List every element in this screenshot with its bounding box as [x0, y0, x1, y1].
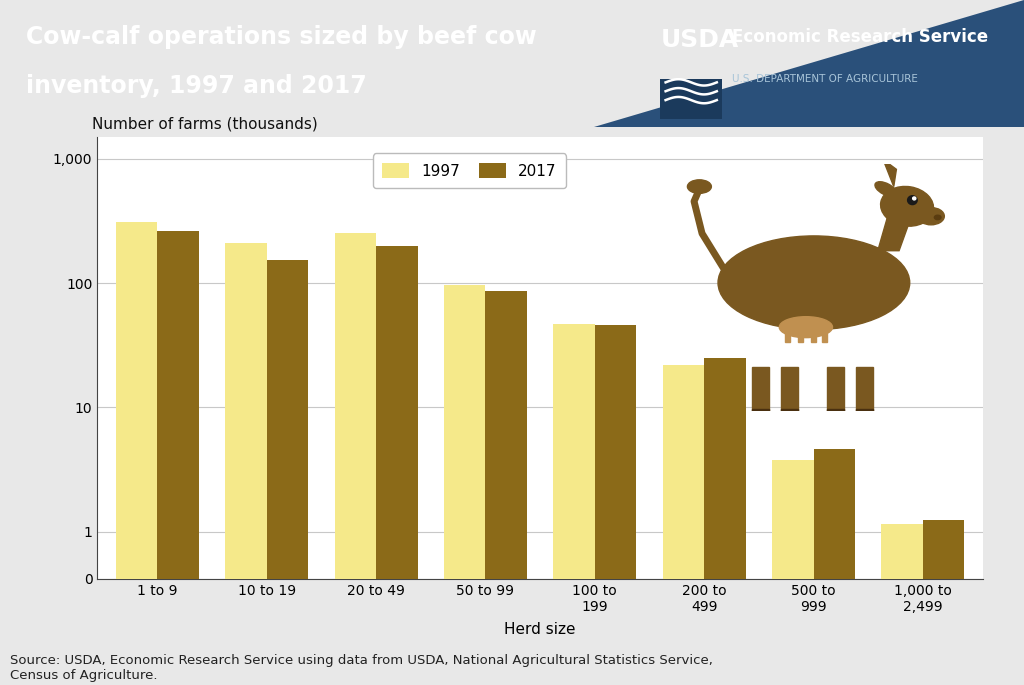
Ellipse shape: [779, 316, 833, 338]
FancyBboxPatch shape: [660, 79, 722, 119]
X-axis label: Herd size: Herd size: [505, 622, 575, 637]
Ellipse shape: [918, 208, 944, 225]
Bar: [856, 366, 873, 416]
Text: Economic Research Service: Economic Research Service: [732, 28, 988, 46]
Bar: [752, 366, 769, 416]
Bar: [822, 332, 827, 342]
Bar: [826, 408, 844, 416]
Bar: [798, 332, 803, 342]
Bar: [882, 524, 923, 579]
Ellipse shape: [874, 182, 897, 197]
Bar: [335, 233, 376, 579]
Bar: [772, 460, 813, 579]
Bar: [752, 408, 769, 416]
Bar: [781, 366, 799, 416]
Bar: [784, 332, 790, 342]
Bar: [811, 332, 816, 342]
Text: Number of farms (thousands): Number of farms (thousands): [92, 116, 317, 132]
Polygon shape: [594, 0, 1024, 127]
Bar: [444, 285, 485, 579]
Bar: [485, 290, 527, 579]
Bar: [553, 324, 595, 579]
Text: Cow-calf operations sized by beef cow: Cow-calf operations sized by beef cow: [26, 25, 537, 49]
Bar: [225, 243, 267, 579]
Text: USDA: USDA: [660, 28, 738, 52]
Ellipse shape: [881, 186, 934, 226]
Bar: [923, 520, 965, 579]
Text: Source: USDA, Economic Research Service using data from USDA, National Agricultu: Source: USDA, Economic Research Service …: [10, 653, 713, 682]
Text: inventory, 1997 and 2017: inventory, 1997 and 2017: [26, 73, 367, 97]
Bar: [826, 366, 844, 416]
Bar: [267, 260, 308, 579]
Ellipse shape: [718, 236, 909, 329]
Bar: [116, 222, 158, 579]
Circle shape: [907, 196, 918, 205]
Bar: [158, 231, 199, 579]
Bar: [595, 325, 636, 579]
Text: U.S. DEPARTMENT OF AGRICULTURE: U.S. DEPARTMENT OF AGRICULTURE: [732, 73, 919, 84]
Bar: [813, 449, 855, 579]
Ellipse shape: [934, 215, 941, 220]
Circle shape: [912, 197, 915, 200]
Legend: 1997, 2017: 1997, 2017: [373, 153, 566, 188]
Polygon shape: [878, 214, 912, 251]
Bar: [781, 408, 799, 416]
Bar: [663, 365, 705, 579]
Bar: [856, 408, 873, 416]
Polygon shape: [883, 160, 896, 186]
Ellipse shape: [687, 179, 712, 193]
Bar: [376, 246, 418, 579]
Bar: [705, 358, 745, 579]
